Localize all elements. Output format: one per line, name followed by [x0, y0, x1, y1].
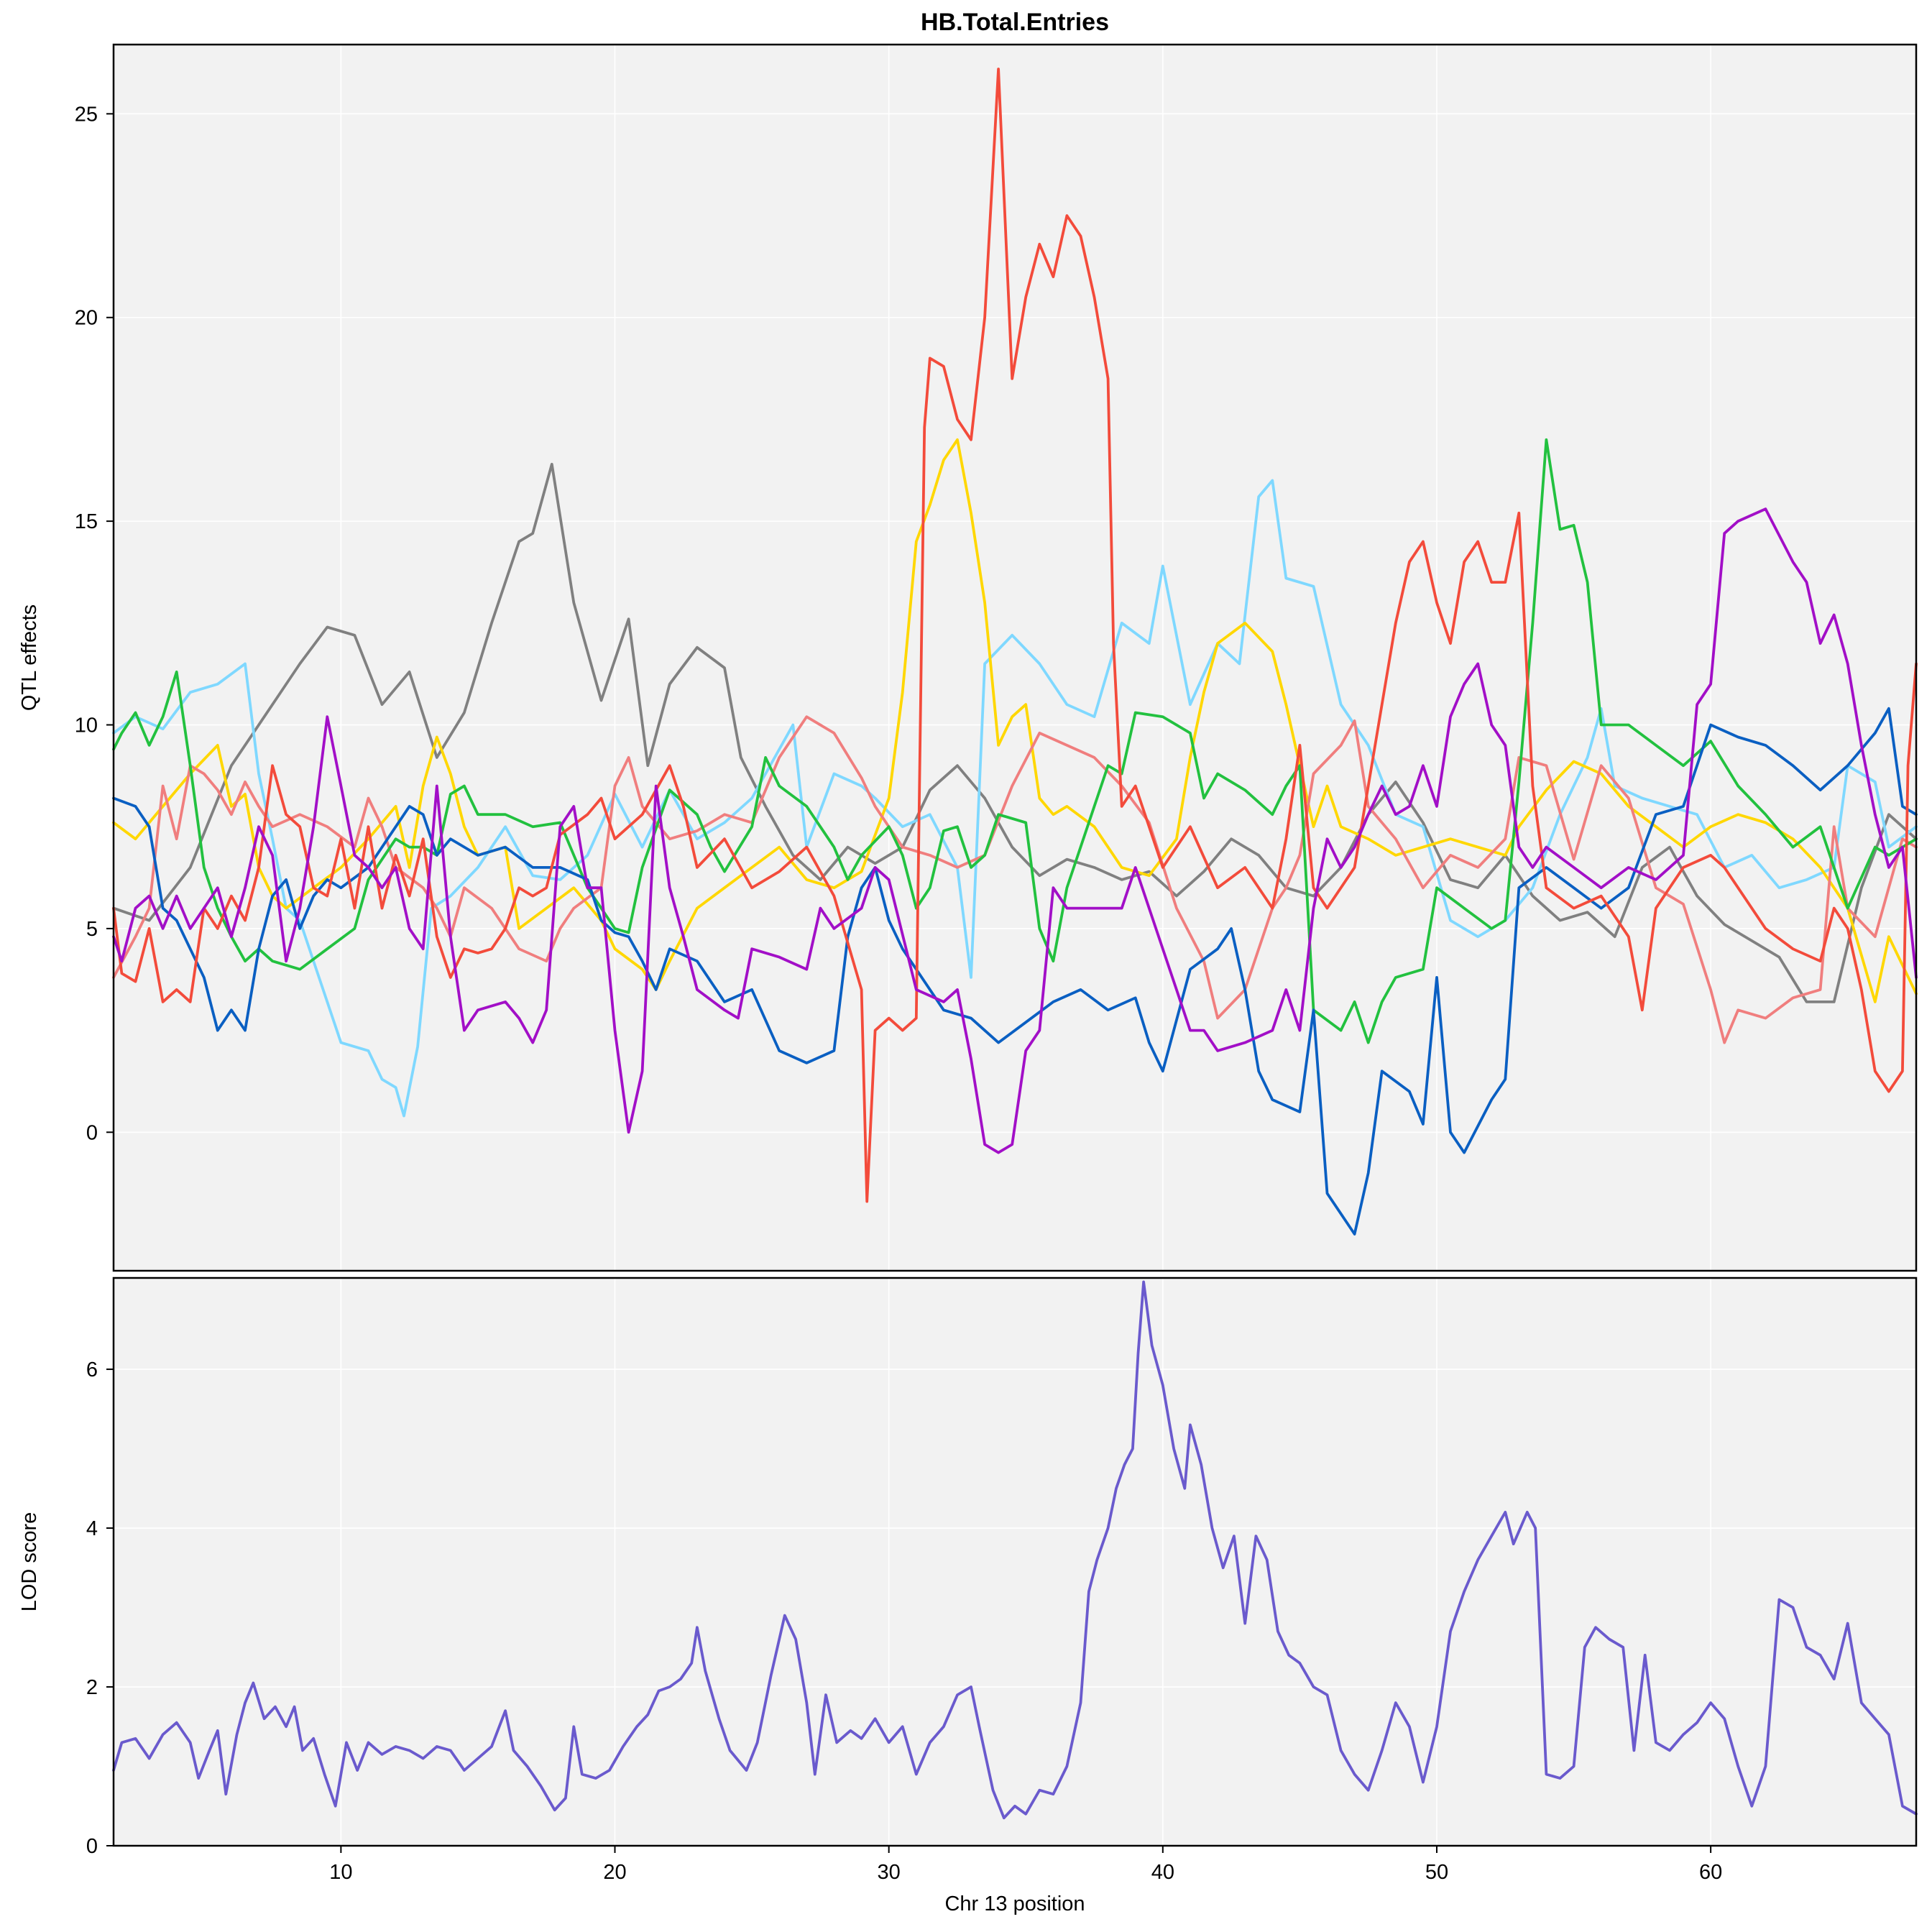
effects-series-line-0: [112, 462, 1918, 1003]
chart-title: HB.Total.Entries: [921, 9, 1109, 36]
effects-y-tick-label: 15: [75, 510, 98, 533]
effects-series-line-3: [112, 715, 1918, 1044]
lod-plot-area: [114, 1278, 1916, 1846]
effects-y-axis-label: QTL effects: [18, 604, 41, 711]
x-tick-label: 10: [329, 1861, 352, 1884]
effects-y-tick-label: 5: [86, 918, 98, 941]
lod-y-axis-label: LOD score: [18, 1512, 41, 1612]
lod-y-ticks: 0 2 4 6: [86, 1358, 114, 1858]
effects-y-tick-label: 0: [86, 1121, 98, 1144]
lod-y-tick-label: 2: [86, 1676, 98, 1699]
effects-series-line-2: [112, 438, 1918, 1003]
lod-panel: 0 2 4 6 10 20 30 40 50 60 LOD score Chr 13 posit…: [18, 1276, 1918, 1915]
lod-frame: [112, 1276, 1918, 1847]
x-tick-label: 50: [1425, 1861, 1448, 1884]
lod-y-tick-label: 6: [86, 1358, 98, 1381]
lod-y-tick-label: 0: [86, 1835, 98, 1858]
effects-gridlines: [114, 45, 1916, 1271]
x-ticks: 10 20 30 40 50 60: [329, 1846, 1722, 1884]
x-axis-label: Chr 13 position: [944, 1892, 1085, 1915]
effects-y-ticks: 0 5 10 15 20 25: [75, 103, 114, 1144]
effects-series-line-6: [112, 68, 1918, 1203]
effects-y-tick-label: 10: [75, 714, 98, 737]
x-tick-label: 40: [1151, 1861, 1174, 1884]
effects-plot-area: [114, 45, 1916, 1271]
lod-y-tick-label: 4: [86, 1517, 98, 1540]
effects-frame: [112, 43, 1918, 1272]
lod-series-group: [112, 1280, 1918, 1820]
effects-series-line-7: [112, 507, 1918, 1154]
effects-y-tick-label: 25: [75, 103, 98, 126]
effects-series-group: [112, 68, 1918, 1236]
x-tick-label: 60: [1699, 1861, 1722, 1884]
effects-series-line-1: [112, 479, 1918, 1118]
x-tick-label: 20: [603, 1861, 626, 1884]
lod-series-line-0: [112, 1280, 1918, 1820]
effects-panel: 0 5 10 15 20 25 QTL effects: [18, 43, 1918, 1272]
effects-y-tick-label: 20: [75, 307, 98, 330]
x-tick-label: 30: [878, 1861, 901, 1884]
